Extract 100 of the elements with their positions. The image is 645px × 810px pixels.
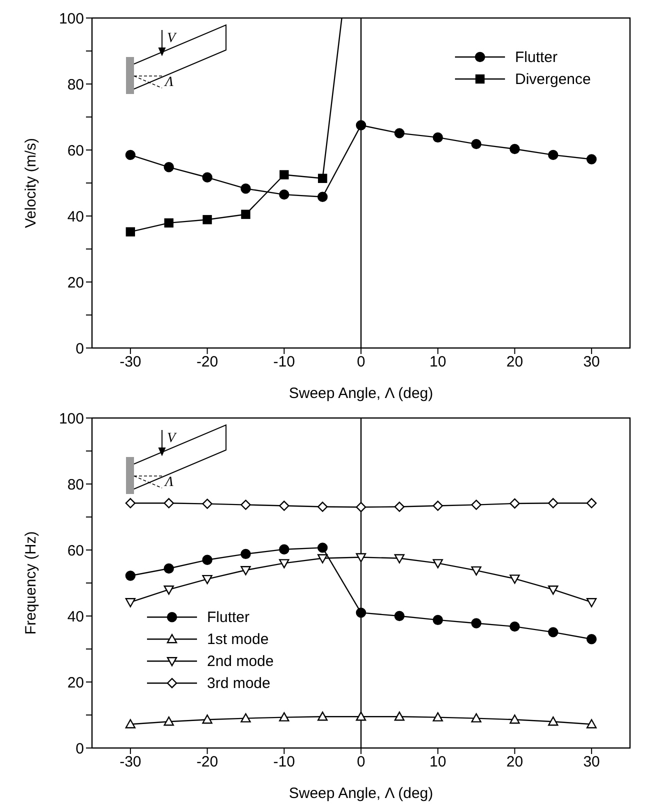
point	[510, 574, 520, 584]
x-tick-label: -30	[120, 754, 142, 771]
point	[510, 498, 520, 509]
y-tick-label: 40	[67, 208, 84, 226]
y-tick-label: 100	[58, 410, 84, 428]
point	[280, 170, 289, 180]
point	[356, 120, 366, 130]
point	[125, 719, 136, 728]
point	[586, 719, 597, 728]
point	[548, 498, 558, 508]
x-tick-label: 10	[430, 354, 446, 371]
point	[432, 500, 443, 511]
point	[279, 500, 290, 511]
y-axis-title: Frequency (Hz)	[22, 531, 40, 635]
x-tick-label: 30	[583, 354, 600, 371]
point	[240, 500, 251, 510]
point	[202, 215, 212, 224]
point	[510, 714, 520, 724]
point	[471, 713, 482, 722]
point	[279, 712, 290, 722]
point	[586, 598, 597, 608]
point	[125, 150, 136, 160]
point	[279, 189, 290, 200]
point	[356, 553, 366, 562]
point	[164, 586, 174, 595]
point	[394, 610, 405, 622]
point	[432, 559, 443, 568]
point	[241, 210, 250, 219]
point	[125, 570, 136, 581]
point	[202, 554, 212, 565]
point	[164, 498, 174, 508]
point	[586, 634, 597, 644]
y-tick-label: 80	[67, 76, 84, 94]
x-tick-label: 30	[583, 754, 600, 771]
point	[164, 716, 174, 726]
point	[202, 714, 212, 724]
annotation: Λ	[163, 75, 174, 90]
x-tick-label: 0	[356, 754, 366, 771]
point	[394, 712, 405, 721]
point	[317, 554, 328, 564]
x-tick-label: -10	[273, 754, 295, 771]
y-tick-label: 20	[67, 274, 84, 292]
y-tick-label: 80	[67, 476, 84, 494]
y-tick-label: 60	[67, 142, 84, 160]
x-tick-label: -20	[196, 354, 218, 371]
legend-label: Divergence	[515, 71, 591, 88]
point	[548, 586, 558, 595]
x-tick-label: 20	[506, 354, 524, 371]
point	[317, 712, 328, 721]
point	[510, 621, 520, 632]
point	[202, 574, 212, 584]
point	[432, 132, 443, 143]
point	[586, 154, 597, 164]
legend-label: 2nd mode	[207, 653, 274, 670]
point	[394, 554, 405, 564]
x-tick-label: 10	[430, 754, 446, 771]
point	[356, 502, 366, 512]
point	[202, 498, 212, 509]
point	[164, 218, 174, 228]
point	[586, 498, 597, 508]
point	[356, 608, 366, 618]
point	[240, 184, 251, 194]
point	[356, 712, 366, 721]
point	[471, 566, 482, 576]
y-tick-label: 60	[67, 542, 84, 560]
annotation: Λ	[163, 475, 174, 490]
point	[394, 128, 405, 138]
point	[317, 542, 328, 553]
point	[240, 713, 251, 722]
legend-label: 1st mode	[207, 631, 269, 648]
point	[471, 138, 482, 150]
point	[432, 712, 443, 722]
x-tick-label: 20	[506, 754, 524, 771]
point	[164, 162, 174, 172]
annotation: V	[167, 431, 177, 446]
x-tick-label: -30	[120, 354, 142, 371]
point	[202, 172, 212, 182]
point	[548, 627, 558, 638]
x-tick-label: 0	[356, 354, 366, 371]
y-tick-label: 0	[76, 340, 84, 358]
point	[164, 563, 174, 574]
point	[317, 502, 328, 512]
legend-label: Flutter	[207, 609, 250, 626]
point	[125, 598, 136, 608]
point	[548, 150, 558, 160]
y-tick-label: 100	[58, 10, 84, 28]
point	[240, 548, 251, 560]
legend-label: Flutter	[515, 49, 558, 66]
y-tick-label: 40	[67, 608, 84, 626]
x-tick-label: -20	[196, 754, 218, 771]
point	[318, 174, 328, 183]
point	[510, 144, 520, 154]
x-tick-label: -10	[273, 354, 295, 371]
point	[126, 227, 136, 236]
x-axis-title: Sweep Angle, Λ (deg)	[288, 785, 434, 802]
point	[240, 566, 251, 576]
x-axis-title: Sweep Angle, Λ (deg)	[288, 385, 434, 402]
point	[279, 559, 290, 568]
point	[394, 502, 405, 512]
point	[317, 192, 328, 202]
